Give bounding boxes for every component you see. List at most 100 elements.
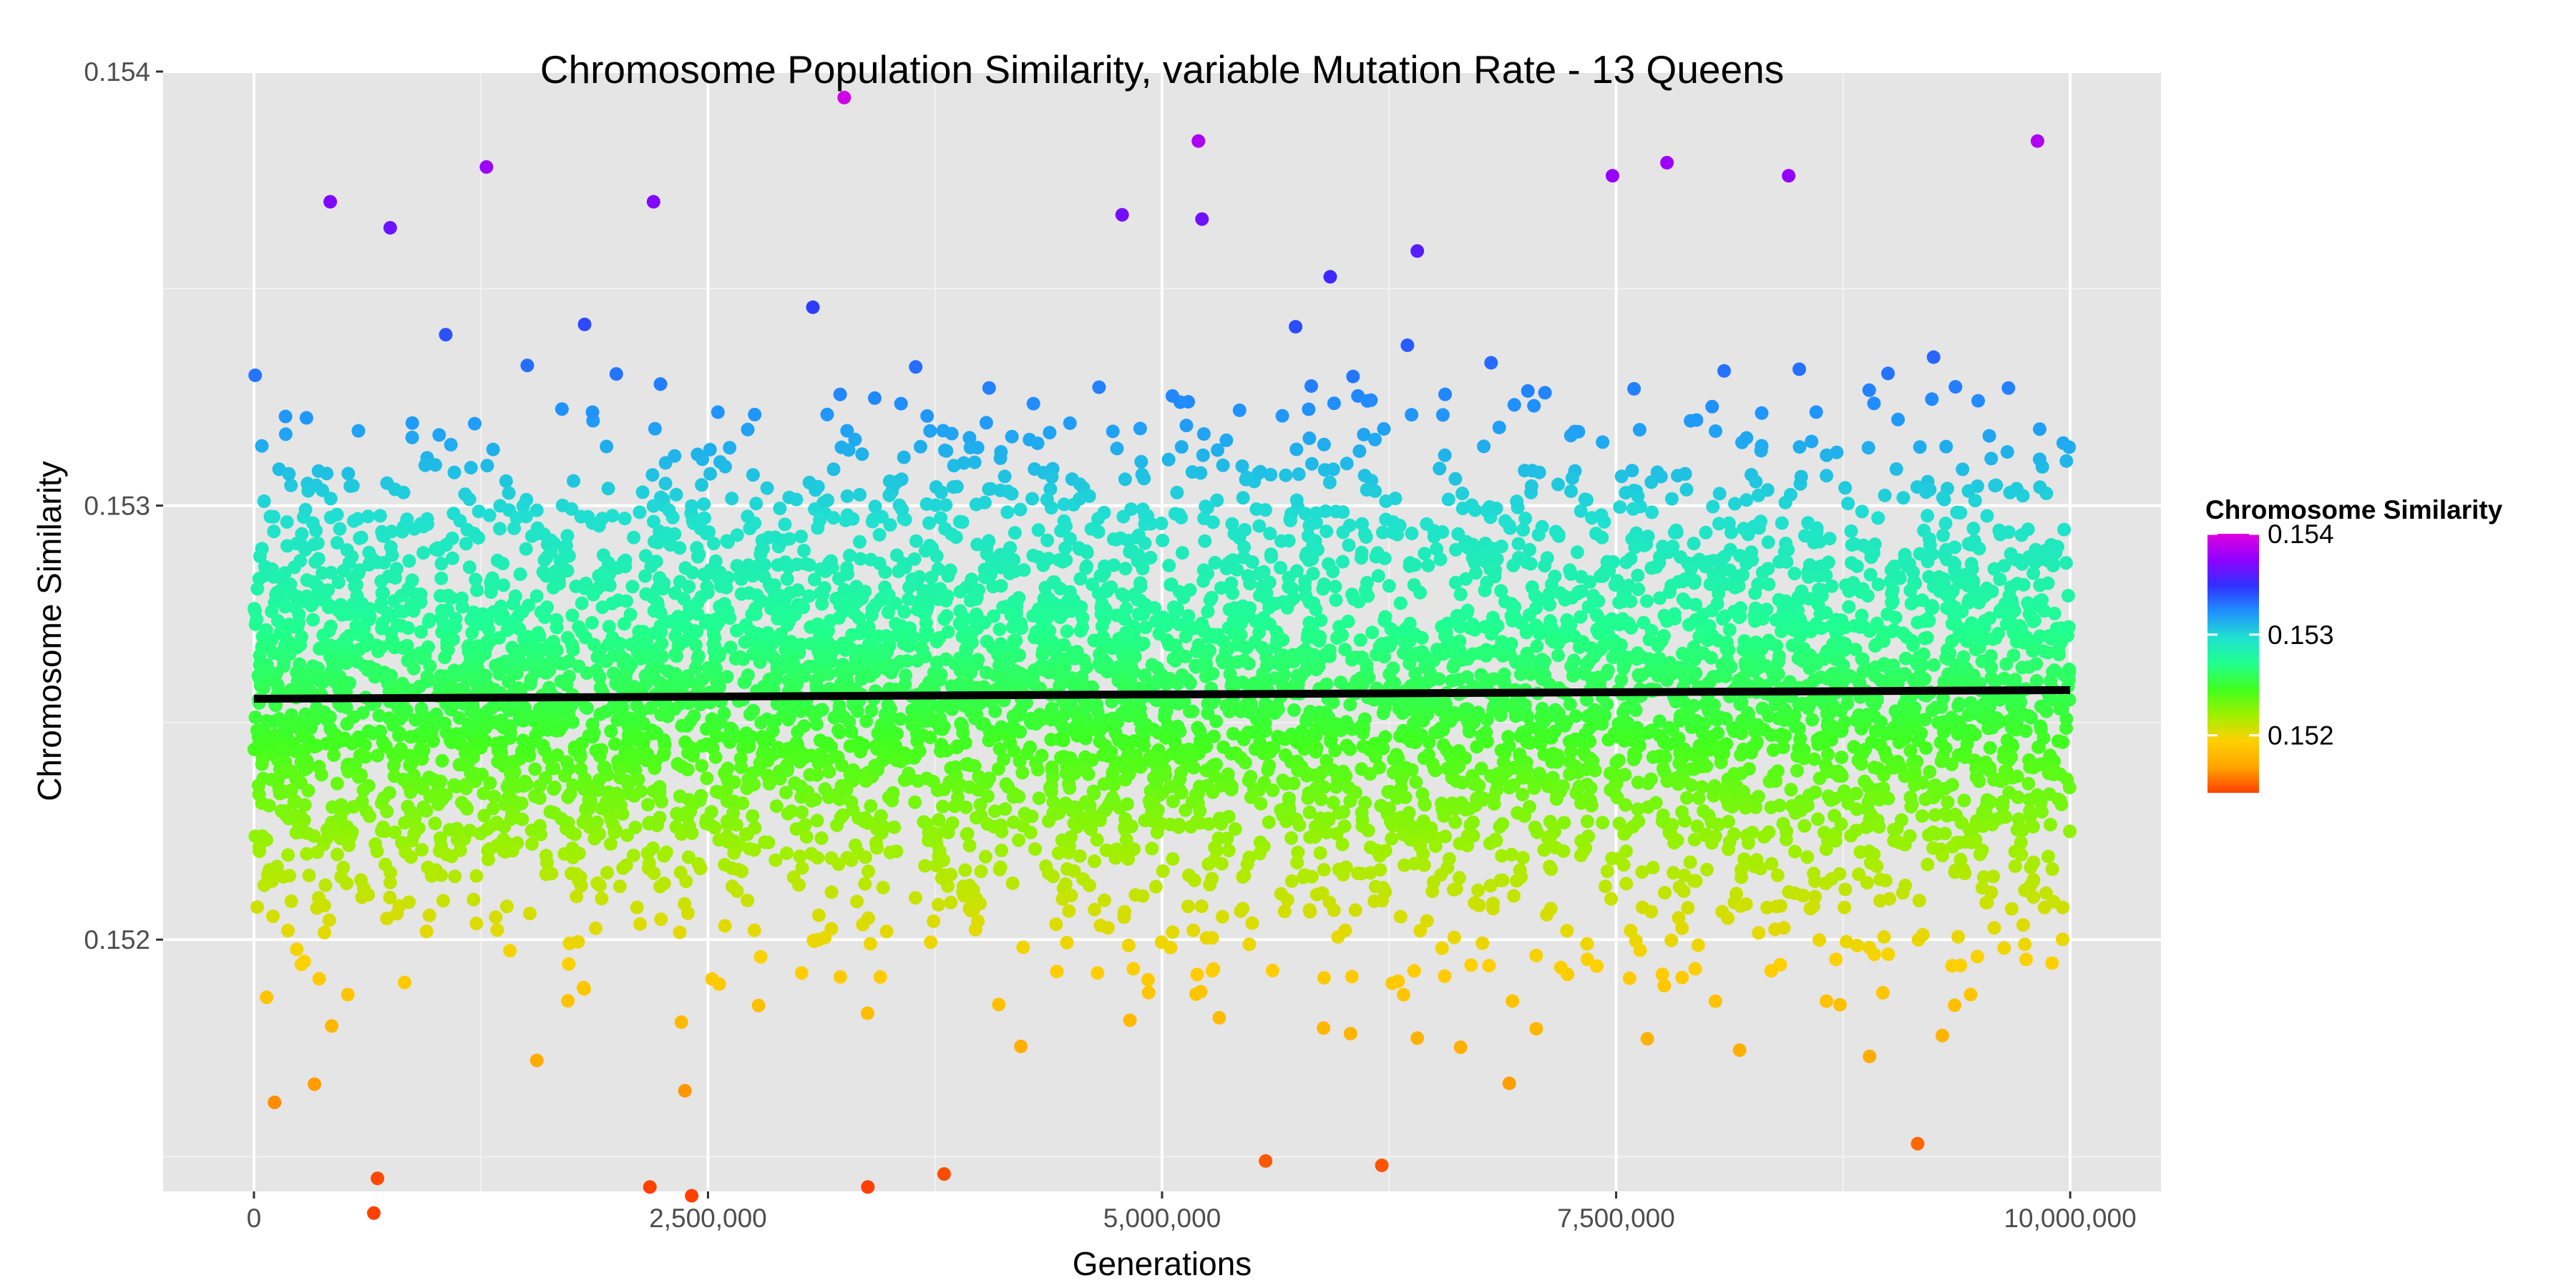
data-point [530, 1053, 544, 1068]
data-point [1086, 784, 1101, 799]
data-point [1599, 879, 1612, 894]
data-point [1174, 786, 1189, 800]
data-point [1091, 525, 1106, 539]
data-point [455, 600, 469, 614]
data-point [1340, 457, 1354, 471]
data-point [405, 430, 419, 444]
data-point [1287, 591, 1301, 605]
data-point [1690, 819, 1704, 834]
data-point [1448, 472, 1463, 486]
data-point [1664, 492, 1679, 506]
data-point [1655, 967, 1669, 982]
data-point [1809, 405, 1823, 419]
data-point [1185, 620, 1199, 635]
data-point [433, 831, 447, 845]
data-point [381, 570, 396, 583]
data-point [1903, 790, 1918, 804]
data-point [1263, 527, 1277, 541]
data-point [1968, 643, 1983, 657]
data-point [1672, 731, 1686, 746]
data-point [1172, 507, 1186, 522]
data-point [1044, 784, 1058, 799]
data-point [516, 499, 530, 513]
data-point [1987, 921, 2001, 935]
data-point [1627, 381, 1641, 396]
data-point [1778, 728, 1792, 743]
data-point [1580, 814, 1594, 829]
data-point [346, 479, 360, 493]
data-point [698, 511, 711, 525]
data-point [1776, 741, 1790, 754]
data-point [346, 514, 361, 528]
data-point [1596, 816, 1610, 830]
data-point [447, 465, 462, 479]
data-point [434, 571, 449, 585]
data-point [502, 486, 516, 500]
data-point [1675, 805, 1689, 819]
data-point [1110, 608, 1124, 623]
data-point [1722, 623, 1737, 637]
data-point [1090, 697, 1104, 711]
data-point [373, 509, 387, 523]
data-point [248, 710, 263, 724]
data-point [1656, 761, 1670, 776]
data-point [1629, 652, 1644, 666]
data-point [779, 846, 794, 860]
data-point [881, 605, 895, 620]
data-point [1683, 855, 1697, 869]
data-point [1742, 836, 1755, 850]
data-point [585, 516, 600, 530]
data-point [641, 798, 655, 812]
data-point [1224, 576, 1239, 590]
data-point [1829, 952, 1843, 967]
data-point [317, 899, 331, 912]
data-point [1055, 892, 1070, 906]
data-point [1135, 467, 1149, 482]
data-point [997, 469, 1012, 484]
data-point [1517, 771, 1531, 785]
data-point [1385, 677, 1399, 691]
data-point [1358, 796, 1372, 810]
data-point [444, 591, 459, 605]
data-point [1308, 830, 1322, 844]
data-point [1397, 858, 1412, 872]
data-point [1562, 754, 1576, 769]
data-point [1916, 927, 1930, 942]
data-point [361, 509, 375, 524]
data-point [813, 513, 827, 527]
data-point [1827, 791, 1841, 806]
data-point [2044, 818, 2057, 831]
data-point [1226, 586, 1239, 600]
data-point [1619, 701, 1633, 716]
data-point [297, 955, 311, 969]
data-point [847, 606, 861, 620]
data-point [1523, 557, 1538, 571]
data-point [639, 587, 653, 601]
data-point [1934, 754, 1948, 769]
data-point [1776, 816, 1790, 831]
data-point [1163, 940, 1178, 955]
data-point [2062, 440, 2077, 454]
data-point [560, 630, 575, 645]
data-point [265, 909, 280, 923]
data-point [351, 770, 366, 784]
data-point [930, 549, 944, 563]
data-point [268, 1096, 282, 1110]
data-point [820, 407, 834, 421]
data-point [993, 860, 1008, 874]
data-point [407, 522, 421, 536]
data-point [250, 582, 265, 596]
data-point [1360, 483, 1374, 497]
data-point [1453, 587, 1468, 602]
data-point [839, 513, 853, 527]
data-point [710, 729, 724, 743]
data-point [1133, 709, 1148, 723]
data-point [1970, 950, 1984, 964]
data-point [972, 697, 987, 711]
data-point [678, 897, 692, 911]
data-point [1235, 459, 1249, 473]
data-point [409, 713, 422, 727]
data-point [964, 705, 978, 719]
data-point [1516, 851, 1530, 865]
data-point [753, 547, 768, 562]
